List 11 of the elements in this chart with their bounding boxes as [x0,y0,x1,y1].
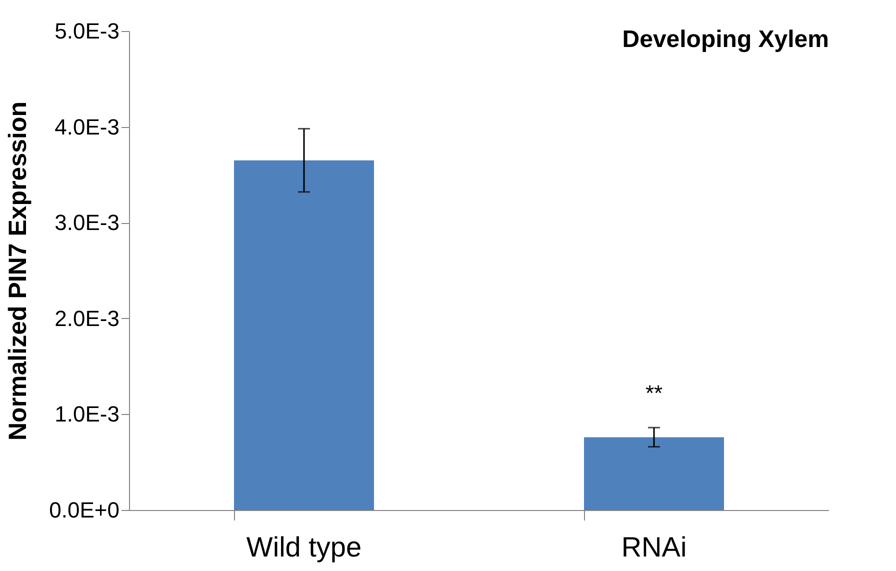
y-tick-label: 4.0E-3 [54,114,120,140]
y-tick-label: 5.0E-3 [54,18,120,44]
x-tick-label: RNAi [621,532,687,562]
y-tick-label: 3.0E-3 [54,210,120,236]
y-axis-title: Normalized PIN7 Expression [4,101,32,441]
annotation: ** [645,380,663,406]
y-tick-label: 2.0E-3 [54,306,120,331]
chart-title: Developing Xylem [622,26,829,53]
y-tick-label: 0.0E+0 [49,498,120,522]
x-tick-label: Wild type [246,532,362,562]
y-tick-label: 1.0E-3 [54,402,120,427]
